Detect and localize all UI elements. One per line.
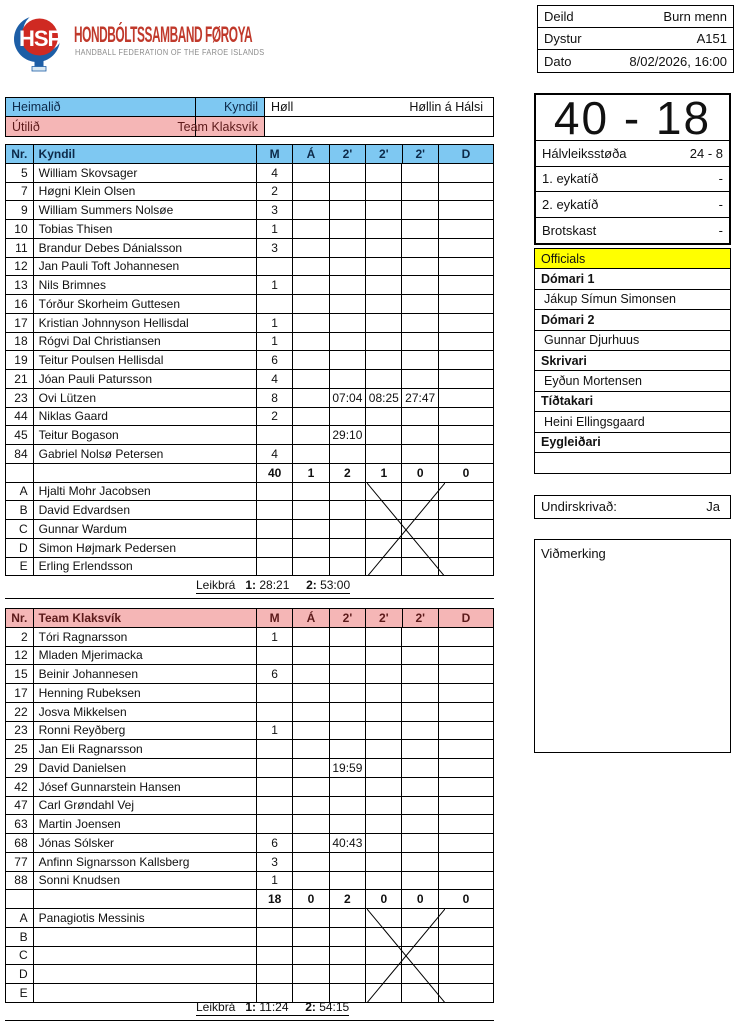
svg-text:HSF: HSF (19, 26, 61, 51)
